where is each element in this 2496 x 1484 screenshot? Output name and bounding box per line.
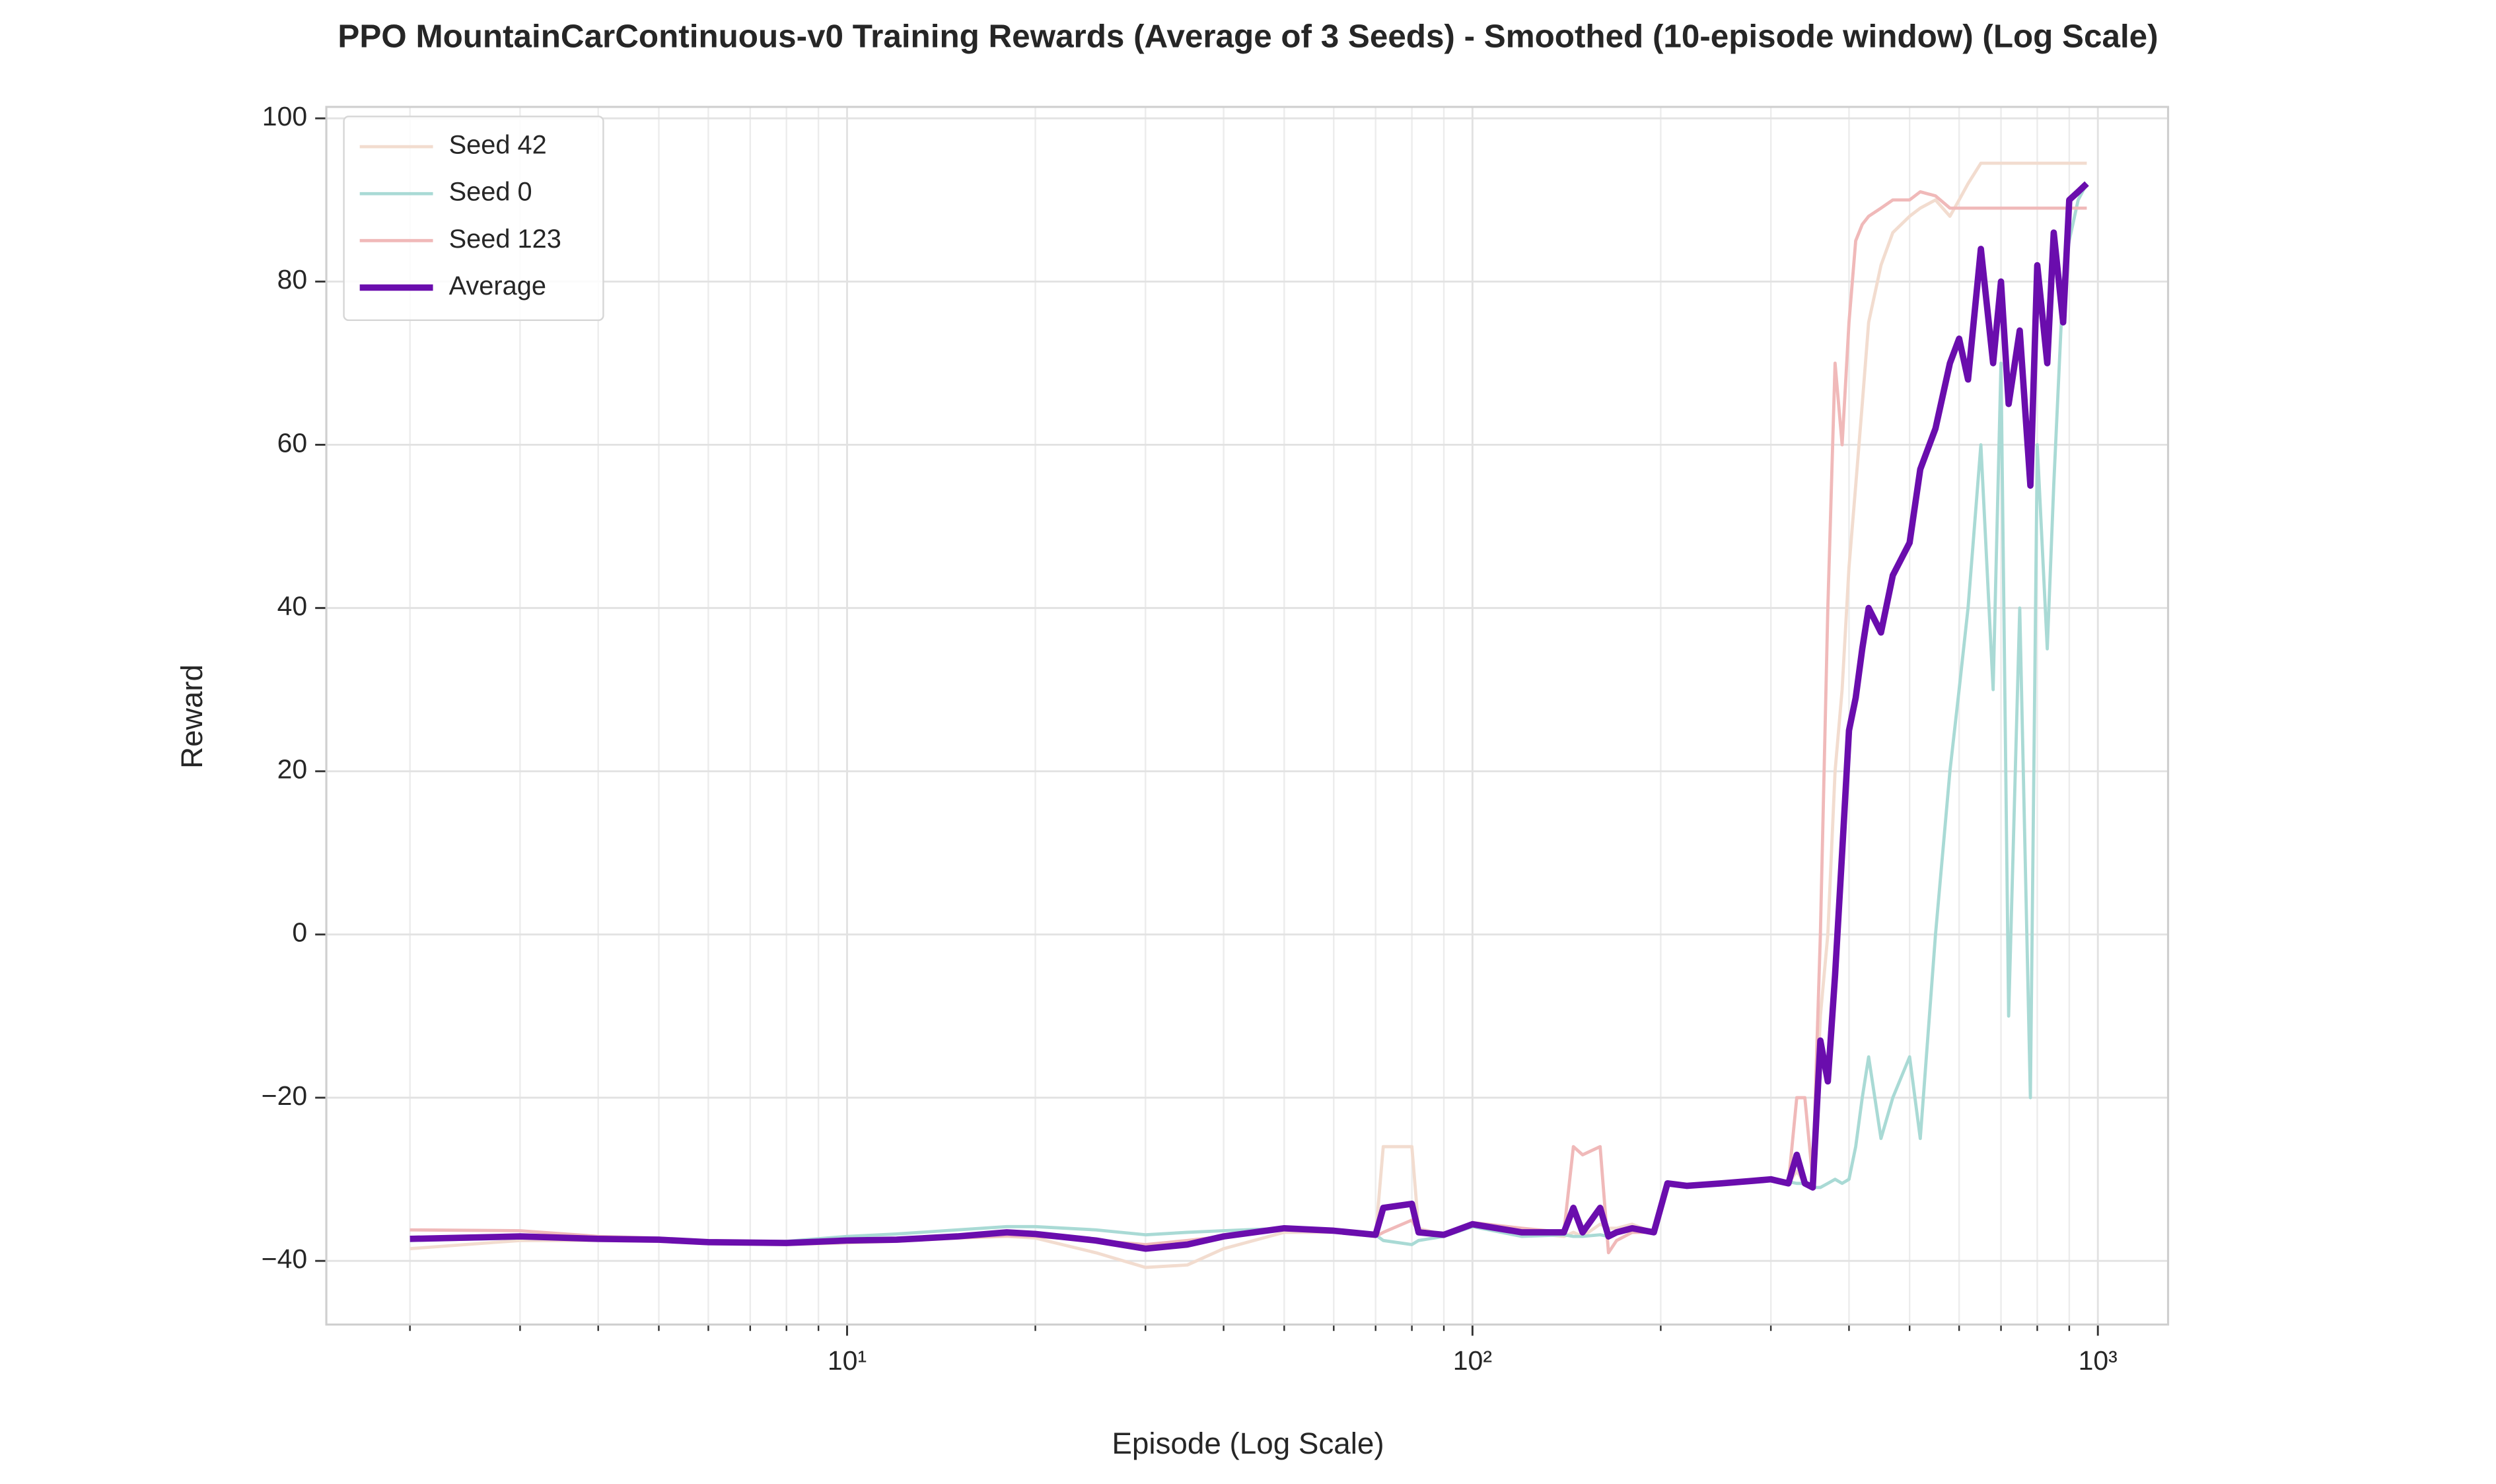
- y-tick-label: 40: [277, 590, 308, 621]
- legend-label: Seed 123: [449, 225, 561, 254]
- legend-label: Seed 0: [449, 178, 532, 207]
- y-tick-label: 20: [277, 754, 308, 785]
- y-axis-label: Reward: [175, 664, 209, 769]
- series-line: [410, 190, 2087, 1255]
- y-tick-label: −40: [262, 1244, 308, 1274]
- x-axis-label: Episode (Log Scale): [1112, 1427, 1384, 1460]
- x-tick-label: 10²: [1453, 1345, 1492, 1376]
- plot-frame: [325, 106, 2170, 1326]
- y-tick-label: 100: [262, 101, 307, 131]
- series-line: [410, 181, 2089, 1252]
- series-line: [410, 161, 2087, 1269]
- x-tick-label: 10¹: [828, 1345, 867, 1376]
- y-tick-label: −20: [262, 1080, 308, 1111]
- legend-label: Seed 42: [449, 131, 547, 160]
- legend-box: [343, 116, 604, 322]
- chart-title: PPO MountainCarContinuous-v0 Training Re…: [338, 18, 2158, 54]
- y-tick-label: 80: [277, 264, 308, 295]
- y-tick-label: 0: [292, 917, 307, 948]
- legend-label: Average: [449, 271, 546, 300]
- y-tick-label: 60: [277, 427, 308, 458]
- x-tick-label: 10³: [2079, 1345, 2118, 1376]
- series-line: [410, 182, 2088, 1246]
